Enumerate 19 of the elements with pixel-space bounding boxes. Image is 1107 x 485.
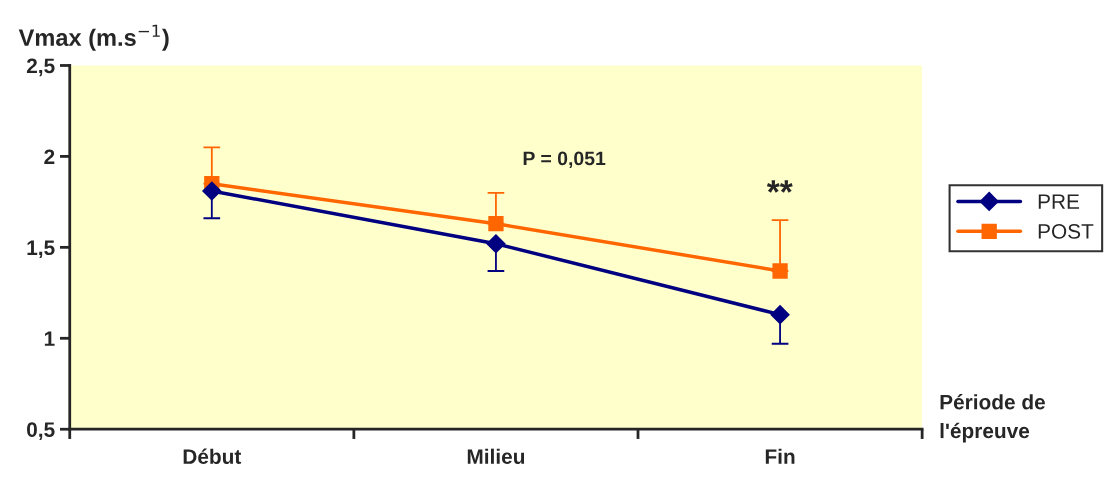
point [486,234,506,254]
x-tick-label: Fin [765,448,795,464]
legend-label: PRE [1038,194,1080,209]
y-axis-title: Vmax (m.s$^{−1}$) [18,24,169,51]
point [770,305,790,325]
point [772,263,788,279]
y-tick-label: 2 [44,149,55,164]
y-tick-label: 1 [44,331,55,346]
x-tick-label: Milieu [467,448,525,464]
x-axis-title: Période de l'épreuve [940,394,1045,443]
y-tick-label: 1,5 [27,240,55,259]
y-tick-label: 2,5 [26,58,55,77]
y-tick-label: 0,5 [27,422,55,440]
legend-label: POST [1038,224,1094,239]
x-tick-label: Début [183,448,242,464]
point [202,181,222,201]
annotation: P = 0,051 [523,151,606,169]
point [488,216,504,232]
annotation: ** [766,180,793,193]
